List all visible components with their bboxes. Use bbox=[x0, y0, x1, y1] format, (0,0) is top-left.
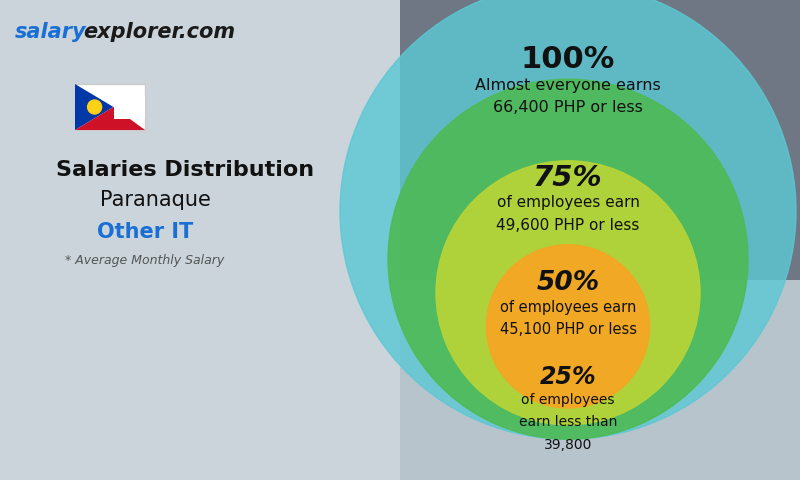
Text: 25%: 25% bbox=[540, 365, 596, 389]
Text: 49,600 PHP or less: 49,600 PHP or less bbox=[496, 218, 640, 233]
Circle shape bbox=[88, 100, 102, 114]
Text: of employees earn: of employees earn bbox=[497, 195, 639, 210]
Text: 50%: 50% bbox=[537, 270, 599, 296]
Circle shape bbox=[388, 79, 748, 439]
Text: * Average Monthly Salary: * Average Monthly Salary bbox=[66, 254, 225, 267]
Polygon shape bbox=[75, 84, 114, 130]
Polygon shape bbox=[75, 107, 145, 130]
Text: of employees: of employees bbox=[522, 393, 614, 407]
Circle shape bbox=[486, 245, 650, 408]
Text: 39,800: 39,800 bbox=[544, 438, 592, 452]
FancyBboxPatch shape bbox=[0, 0, 400, 480]
Text: Salaries Distribution: Salaries Distribution bbox=[56, 160, 314, 180]
Text: 100%: 100% bbox=[521, 46, 615, 74]
FancyBboxPatch shape bbox=[114, 96, 145, 119]
Text: 75%: 75% bbox=[533, 164, 603, 192]
FancyBboxPatch shape bbox=[75, 84, 145, 130]
Text: Paranaque: Paranaque bbox=[99, 190, 210, 210]
Text: of employees earn: of employees earn bbox=[500, 300, 636, 315]
Text: 66,400 PHP or less: 66,400 PHP or less bbox=[493, 100, 643, 115]
Text: earn less than: earn less than bbox=[519, 415, 617, 430]
Circle shape bbox=[340, 0, 796, 439]
Text: Almost everyone earns: Almost everyone earns bbox=[475, 78, 661, 93]
Text: salary: salary bbox=[15, 22, 86, 42]
FancyBboxPatch shape bbox=[400, 0, 800, 280]
Text: explorer.com: explorer.com bbox=[83, 22, 235, 42]
Text: 45,100 PHP or less: 45,100 PHP or less bbox=[499, 323, 637, 337]
Text: Other IT: Other IT bbox=[97, 222, 193, 242]
Circle shape bbox=[436, 161, 700, 425]
